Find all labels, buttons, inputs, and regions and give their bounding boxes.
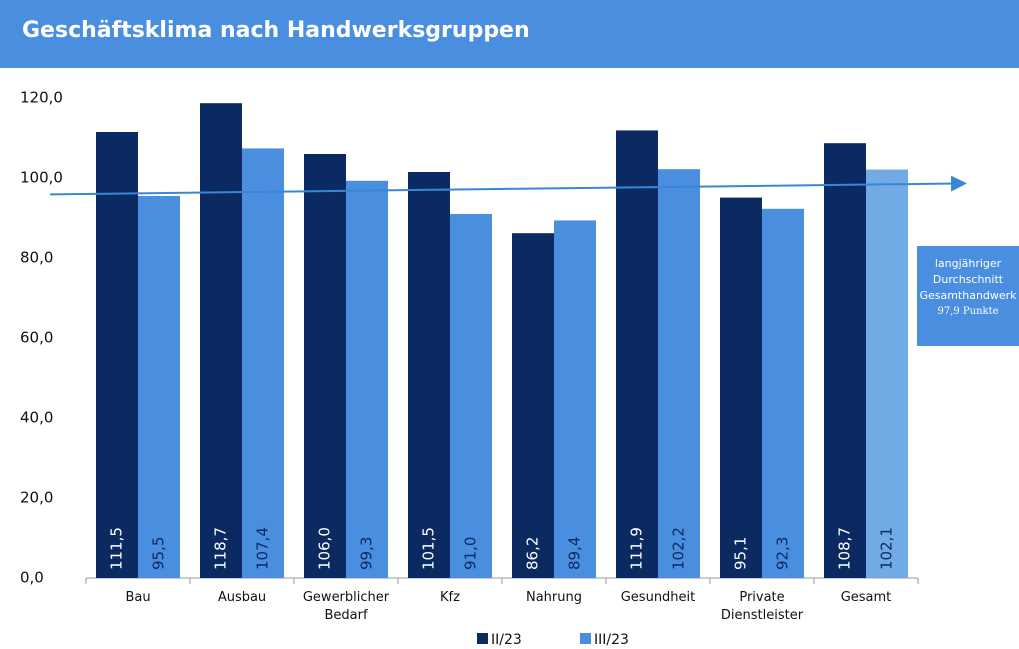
annotation-line: Gesamthandwerk: [919, 289, 1017, 302]
bar: [554, 220, 596, 578]
bar: [138, 196, 180, 578]
bar: [866, 169, 908, 578]
x-tick-label: Gewerblicher Bedarf: [302, 590, 390, 623]
y-tick-label: 100,0: [20, 169, 63, 187]
bar: [720, 197, 762, 578]
annotation-line: langjähriger: [934, 257, 1002, 270]
bar: [824, 143, 866, 578]
bar: [762, 208, 804, 579]
x-tick-label: Bau: [125, 590, 151, 605]
y-tick-label: 80,0: [20, 249, 53, 267]
bar: [658, 169, 700, 578]
y-tick-label: 0,0: [20, 569, 44, 587]
value-label: 102,2: [670, 527, 688, 570]
bar: [616, 130, 658, 578]
bar: [450, 214, 492, 578]
bar: [200, 103, 242, 578]
header: Geschäftsklima nach Handwerksgruppen: [0, 0, 1019, 68]
y-tick-label: 20,0: [20, 489, 53, 507]
x-tick-label: Gesundheit: [620, 590, 696, 605]
y-tick-label: 40,0: [20, 409, 53, 427]
value-label: 107,4: [254, 527, 272, 570]
legend-label: III/23: [594, 632, 629, 648]
value-label: 89,4: [566, 537, 584, 570]
chart-title: Geschäftsklima nach Handwerksgruppen: [22, 18, 530, 43]
value-label: 111,9: [628, 527, 646, 570]
y-tick-label: 120,0: [20, 89, 63, 107]
value-label: 102,1: [878, 527, 896, 570]
legend-label: II/23: [491, 632, 522, 648]
x-tick-label: Gesamt: [840, 590, 892, 605]
x-tick-label: Kfz: [440, 590, 460, 605]
x-tick-label: Nahrung: [525, 590, 582, 605]
bar: [346, 180, 388, 579]
value-label: 92,3: [774, 537, 792, 570]
bar: [304, 154, 346, 578]
legend-item: II/23: [477, 631, 522, 648]
bar: [242, 148, 284, 578]
value-label: 101,5: [420, 527, 438, 570]
bar: [512, 233, 554, 578]
bar: [408, 172, 450, 578]
y-tick-label: 60,0: [20, 329, 53, 347]
value-label: 106,0: [316, 527, 334, 570]
bar: [96, 132, 138, 578]
value-label: 91,0: [462, 537, 480, 570]
average-line: [49, 175, 967, 196]
annotation: langjähriger Durchschnitt Gesamthandwerk 97…: [917, 246, 1019, 346]
value-label: 95,5: [150, 537, 168, 570]
value-label: 111,5: [108, 527, 126, 570]
value-label: 108,7: [836, 527, 854, 570]
value-label: 95,1: [732, 537, 750, 570]
annotation-line: 97,9 Punkte: [937, 306, 999, 317]
x-tick-label: Private Dienstleister: [720, 590, 804, 623]
legend-item: III/23: [580, 631, 629, 648]
annotation-line: Durchschnitt: [932, 273, 1004, 286]
value-label: 99,3: [358, 537, 376, 570]
x-tick-label: Ausbau: [217, 590, 267, 605]
value-label: 86,2: [524, 537, 542, 570]
legend-swatch: [580, 633, 591, 644]
legend-swatch: [477, 633, 488, 644]
value-label: 118,7: [212, 527, 230, 570]
